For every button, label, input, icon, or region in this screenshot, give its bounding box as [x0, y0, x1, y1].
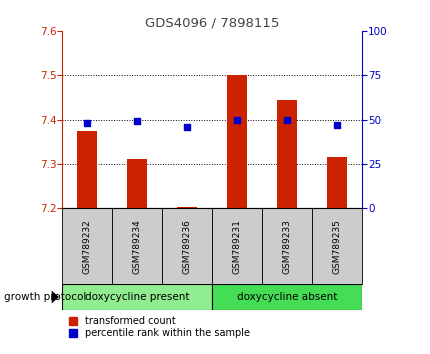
Title: GDS4096 / 7898115: GDS4096 / 7898115	[145, 17, 279, 30]
Bar	[62, 208, 112, 284]
Point	[134, 119, 141, 124]
Text: doxycycline present: doxycycline present	[85, 292, 189, 302]
Bar	[212, 284, 361, 310]
Text: doxycycline absent: doxycycline absent	[237, 292, 337, 302]
Bar	[177, 207, 197, 208]
Bar	[326, 157, 346, 208]
Point	[84, 120, 91, 126]
Text: GSM789233: GSM789233	[282, 219, 291, 274]
Text: growth protocol: growth protocol	[4, 292, 86, 302]
Legend: transformed count, percentile rank within the sample: transformed count, percentile rank withi…	[69, 316, 249, 338]
Point	[333, 122, 340, 128]
Bar	[276, 100, 296, 208]
Text: GSM789234: GSM789234	[132, 219, 141, 274]
Bar	[261, 208, 311, 284]
Point	[283, 117, 290, 122]
Text: GSM789236: GSM789236	[182, 219, 191, 274]
Point	[233, 117, 240, 122]
Point	[184, 124, 190, 130]
Bar	[77, 131, 97, 208]
Bar	[212, 208, 261, 284]
Bar	[311, 208, 361, 284]
Text: GSM789232: GSM789232	[83, 219, 92, 274]
Bar	[127, 160, 147, 208]
Bar	[162, 208, 212, 284]
Text: GSM789231: GSM789231	[232, 219, 241, 274]
Bar	[227, 75, 247, 208]
Text: GSM789235: GSM789235	[332, 219, 341, 274]
Polygon shape	[52, 291, 59, 303]
Bar	[112, 208, 162, 284]
Bar	[62, 284, 212, 310]
